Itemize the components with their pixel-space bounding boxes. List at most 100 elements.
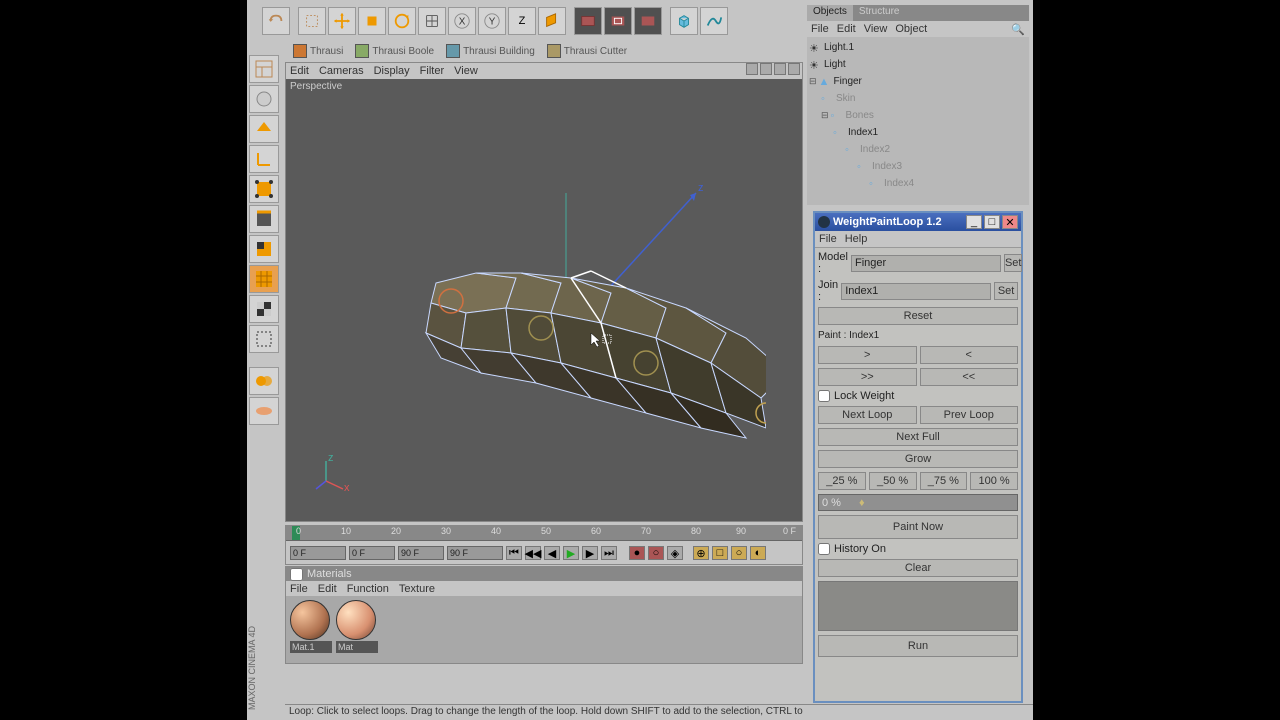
close-button[interactable]: ✕ (1002, 215, 1018, 229)
run-button[interactable]: Run (818, 635, 1018, 657)
prev-single-button[interactable]: < (920, 346, 1019, 364)
timeline-track[interactable]: 0 10 20 30 40 50 60 70 80 90 0 F (286, 526, 802, 541)
coord-button[interactable] (538, 7, 566, 35)
material-item[interactable]: Mat (336, 600, 378, 653)
viewport[interactable]: Edit Cameras Display Filter View Perspec… (285, 62, 803, 522)
mat-file-menu[interactable]: File (290, 583, 308, 595)
next-double-button[interactable]: >> (818, 368, 917, 386)
vp-display-menu[interactable]: Display (374, 65, 410, 77)
thrausi-item[interactable]: Thrausi (289, 43, 347, 59)
start-frame-field[interactable] (290, 546, 346, 560)
undo-button[interactable] (262, 7, 290, 35)
model-set-button[interactable]: Set (1004, 254, 1023, 272)
cur-frame-field[interactable] (349, 546, 395, 560)
render-settings-button[interactable] (634, 7, 662, 35)
om-search-icon[interactable]: 🔍 (1011, 23, 1025, 36)
minimize-button[interactable]: _ (966, 215, 982, 229)
pct-25-button[interactable]: _25 % (818, 472, 866, 490)
tree-row[interactable]: ◦Index4 (809, 175, 1027, 192)
vp-filter-menu[interactable]: Filter (420, 65, 444, 77)
tree-row[interactable]: ◦Index2 (809, 141, 1027, 158)
thrausi-building-item[interactable]: Thrausi Building (442, 43, 539, 59)
next-loop-button[interactable]: Next Loop (818, 406, 917, 424)
model-field[interactable] (851, 255, 1001, 272)
tree-row[interactable]: ◦Index3 (809, 158, 1027, 175)
x-axis-button[interactable]: X (448, 7, 476, 35)
pct-100-button[interactable]: 100 % (970, 472, 1018, 490)
grid-button[interactable] (418, 7, 446, 35)
dialog-titlebar[interactable]: WeightPaintLoop 1.2 _ □ ✕ (815, 213, 1021, 231)
object-tree[interactable]: ☀Light.1☀Light⊟▲Finger◦Skin⊟◦Bones◦Index… (807, 37, 1029, 194)
key-pos-button[interactable]: ⊕ (693, 546, 709, 560)
prev-double-button[interactable]: << (920, 368, 1019, 386)
prev-frame-button[interactable]: ◀ (544, 546, 560, 560)
wpl-help-menu[interactable]: Help (845, 233, 868, 245)
polygon-mode-button[interactable] (249, 235, 279, 263)
range-end-field[interactable] (398, 546, 444, 560)
end-frame-field[interactable] (447, 546, 503, 560)
tree-row[interactable]: ⊟◦Bones (809, 107, 1027, 124)
tree-row[interactable]: ◦Skin (809, 90, 1027, 107)
paint-button[interactable] (249, 397, 279, 425)
next-single-button[interactable]: > (818, 346, 917, 364)
rotate-button[interactable] (388, 7, 416, 35)
join-set-button[interactable]: Set (994, 282, 1018, 300)
vp-orbit-icon[interactable] (774, 63, 786, 75)
cube-button[interactable] (670, 7, 698, 35)
deformer-button[interactable] (249, 367, 279, 395)
om-edit-menu[interactable]: Edit (837, 23, 856, 35)
render-region-button[interactable] (604, 7, 632, 35)
z-axis-button[interactable]: Z (508, 7, 536, 35)
key-scale-button[interactable]: □ (712, 546, 728, 560)
record-button[interactable]: ● (629, 546, 645, 560)
pct-50-button[interactable]: _50 % (869, 472, 917, 490)
objects-tab[interactable]: Objects (807, 5, 853, 21)
key-rot-button[interactable]: ○ (731, 546, 747, 560)
mat-function-menu[interactable]: Function (347, 583, 389, 595)
lock-weight-checkbox[interactable]: Lock Weight (818, 390, 1018, 402)
texture-mode-button[interactable] (249, 295, 279, 323)
vp-cameras-menu[interactable]: Cameras (319, 65, 364, 77)
prev-loop-button[interactable]: Prev Loop (920, 406, 1019, 424)
vp-view-menu[interactable]: View (454, 65, 478, 77)
model-mode-button[interactable] (249, 85, 279, 113)
pct-75-button[interactable]: _75 % (920, 472, 968, 490)
join-field[interactable] (841, 283, 991, 300)
tree-row[interactable]: ☀Light.1 (809, 39, 1027, 56)
reset-button[interactable]: Reset (818, 307, 1018, 325)
select-button[interactable] (298, 7, 326, 35)
uv-mode-button[interactable] (249, 265, 279, 293)
scale-button[interactable] (358, 7, 386, 35)
wpl-file-menu[interactable]: File (819, 233, 837, 245)
autokey-button[interactable]: ○ (648, 546, 664, 560)
maximize-button[interactable]: □ (984, 215, 1000, 229)
material-item[interactable]: Mat.1 (290, 600, 332, 653)
materials-toggle[interactable] (290, 568, 303, 581)
layout-button[interactable] (249, 55, 279, 83)
goto-end-button[interactable]: ⏭ (601, 546, 617, 560)
tree-row[interactable]: ☀Light (809, 56, 1027, 73)
vp-zoom-icon[interactable] (760, 63, 772, 75)
edge-mode-button[interactable] (249, 205, 279, 233)
key-button[interactable]: ◈ (667, 546, 683, 560)
next-full-button[interactable]: Next Full (818, 428, 1018, 446)
move-button[interactable] (328, 7, 356, 35)
tree-row[interactable]: ⊟▲Finger (809, 73, 1027, 90)
point-mode-button[interactable] (249, 175, 279, 203)
axis-mode-button[interactable] (249, 145, 279, 173)
clear-button[interactable]: Clear (818, 559, 1018, 577)
render-button[interactable] (574, 7, 602, 35)
spline-button[interactable] (700, 7, 728, 35)
key-param-button[interactable]: ◐ (750, 546, 766, 560)
history-checkbox[interactable]: History On (818, 543, 1018, 555)
thrausi-boole-item[interactable]: Thrausi Boole (351, 43, 438, 59)
om-file-menu[interactable]: File (811, 23, 829, 35)
y-axis-button[interactable]: Y (478, 7, 506, 35)
workplane-button[interactable] (249, 325, 279, 353)
structure-tab[interactable]: Structure (853, 5, 906, 21)
next-frame-button[interactable]: ▶ (582, 546, 598, 560)
weight-slider[interactable]: 0 %♦ (818, 494, 1018, 511)
om-view-menu[interactable]: View (864, 23, 888, 35)
vp-pan-icon[interactable] (746, 63, 758, 75)
tree-row[interactable]: ◦Index1 (809, 124, 1027, 141)
